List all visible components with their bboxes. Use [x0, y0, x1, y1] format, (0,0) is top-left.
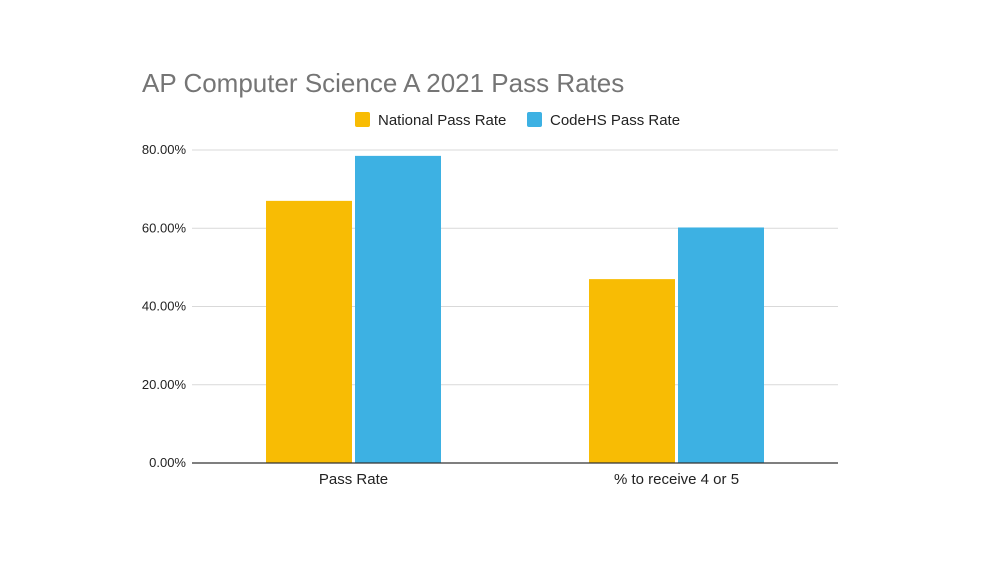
- y-tick-label: 60.00%: [142, 220, 187, 235]
- y-tick-label: 0.00%: [149, 455, 186, 470]
- x-category-label: Pass Rate: [319, 471, 388, 488]
- legend-label: National Pass Rate: [378, 112, 506, 129]
- chart-card: [100, 45, 900, 520]
- y-axis-ticks: 0.00% 20.00% 40.00% 60.00% 80.00%: [142, 142, 187, 470]
- legend-label: CodeHS Pass Rate: [550, 112, 680, 129]
- bar-national-2: [589, 279, 675, 463]
- y-tick-label: 20.00%: [142, 377, 187, 392]
- y-tick-label: 40.00%: [142, 299, 187, 314]
- bar-codehs-1: [355, 155, 441, 463]
- y-tick-label: 80.00%: [142, 142, 187, 157]
- bar-codehs-2: [678, 227, 764, 463]
- bar-national-1: [266, 200, 352, 464]
- chart-title: AP Computer Science A 2021 Pass Rates: [142, 68, 625, 98]
- legend[interactable]: National Pass Rate CodeHS Pass Rate: [355, 112, 680, 129]
- x-axis-categories: Pass Rate % to receive 4 or 5: [319, 471, 739, 488]
- bars: [266, 155, 764, 464]
- legend-swatch: [527, 112, 542, 127]
- legend-swatch: [355, 112, 370, 127]
- x-category-label: % to receive 4 or 5: [614, 471, 739, 488]
